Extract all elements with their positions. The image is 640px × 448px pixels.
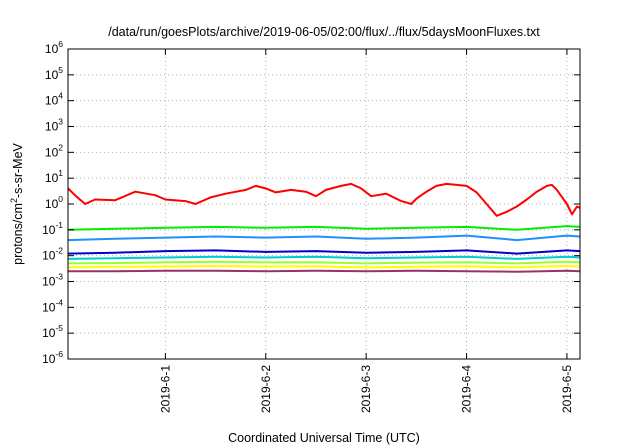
y-tick-label: 104	[45, 91, 63, 108]
y-axis: 10-610-510-410-310-210-11001011021031041…	[42, 39, 580, 366]
series-line-4	[67, 249, 581, 255]
y-tick-label-exponent: -3	[55, 272, 63, 282]
y-tick-label: 105	[45, 65, 63, 82]
y-tick-label-base: 10	[45, 42, 59, 56]
y-tick-label: 10-2	[42, 246, 63, 263]
y-tick-label-exponent: 2	[58, 142, 63, 152]
y-tick-label: 103	[45, 117, 63, 134]
y-tick-label-exponent: -6	[55, 349, 63, 359]
y-tick-label-base: 10	[45, 68, 59, 82]
y-axis-label-base: protons/cm	[11, 203, 25, 265]
y-tick-label-base: 10	[45, 120, 59, 134]
y-tick-label-exponent: 1	[58, 168, 63, 178]
y-tick-label-exponent: 6	[58, 39, 63, 49]
x-tick-label: 2019-6-2	[259, 365, 273, 413]
y-tick-label-base: 10	[42, 249, 56, 263]
y-tick-label-exponent: -2	[55, 246, 63, 256]
y-axis-label-sup: 2	[9, 198, 19, 203]
grid	[68, 49, 580, 359]
series-line-7	[67, 264, 581, 269]
y-tick-label-exponent: 3	[58, 117, 63, 127]
y-axis-label-rest: -s-sr-MeV	[11, 142, 25, 198]
series-line-5	[67, 255, 581, 260]
x-tick-label: 2019-6-3	[359, 365, 373, 413]
y-tick-label-exponent: 0	[58, 194, 63, 204]
series-line-3	[67, 234, 581, 242]
y-tick-label: 10-1	[42, 220, 63, 237]
y-tick-label: 101	[45, 168, 63, 185]
series-line-6	[67, 260, 581, 265]
y-tick-label: 10-6	[42, 349, 63, 366]
x-tick-label: 2019-6-1	[158, 365, 172, 413]
y-tick-label-base: 10	[42, 275, 56, 289]
series-line-2	[67, 225, 581, 231]
x-axis-label: Coordinated Universal Time (UTC)	[228, 431, 420, 445]
y-tick-label-exponent: -4	[55, 297, 63, 307]
y-tick-label: 100	[45, 194, 63, 211]
y-tick-label: 10-4	[42, 297, 63, 314]
y-tick-label-base: 10	[45, 197, 59, 211]
y-axis-label: protons/cm2-s-sr-MeV	[9, 142, 25, 264]
x-axis: 2019-6-1 2019-6-2 2019-6-3 2019-6-4 2019-6-5	[158, 49, 574, 413]
chart-title: /data/run/goesPlots/archive/2019-06-05/0…	[108, 25, 540, 39]
y-tick-label: 10-3	[42, 272, 63, 289]
y-tick-label-exponent: 4	[58, 91, 63, 101]
y-tick-label: 102	[45, 142, 63, 159]
y-tick-label-base: 10	[42, 352, 56, 366]
y-tick-label: 106	[45, 39, 63, 56]
y-tick-label-exponent: 5	[58, 65, 63, 75]
series-layer	[67, 182, 581, 273]
y-tick-label-base: 10	[42, 300, 56, 314]
y-tick-label-base: 10	[45, 171, 59, 185]
series-line-1	[67, 182, 581, 217]
y-tick-label-base: 10	[45, 94, 59, 108]
x-tick-label: 2019-6-5	[560, 365, 574, 413]
series-line-8	[68, 269, 581, 273]
y-tick-label-exponent: -5	[55, 323, 63, 333]
y-tick-label-base: 10	[42, 223, 56, 237]
y-tick-label-base: 10	[42, 326, 56, 340]
y-tick-label: 10-5	[42, 323, 63, 340]
y-tick-label-exponent: -1	[55, 220, 63, 230]
y-tick-label-base: 10	[45, 145, 59, 159]
x-tick-label: 2019-6-4	[460, 365, 474, 413]
